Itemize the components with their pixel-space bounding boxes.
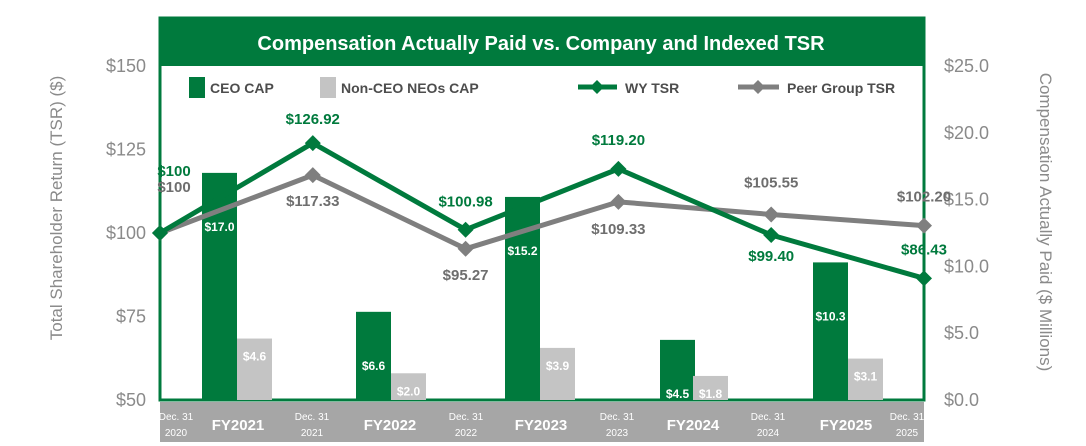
ceo-cap-value-label: $10.3	[815, 309, 845, 323]
y-right-axis-title: Compensation Actually Paid ($ Millions)	[1036, 73, 1055, 372]
legend: CEO CAP Non-CEO NEOs CAP WY TSR Peer Gro…	[189, 77, 895, 98]
wy-tsr-value-label: $86.43	[901, 241, 947, 258]
date-label-top: Dec. 31	[449, 412, 484, 423]
non-ceo-cap-value-label: $3.9	[546, 359, 570, 373]
wy-tsr-value-label: $126.92	[286, 111, 340, 128]
ceo-cap-bar	[813, 262, 848, 400]
wy-tsr-marker	[152, 225, 168, 241]
peer-tsr-value-label: $100	[157, 179, 190, 196]
y-right-tick-label: $15.0	[944, 190, 989, 210]
y-left-tick-label: $125	[106, 140, 146, 160]
non-ceo-cap-bar	[848, 358, 883, 400]
legend-wy-tsr-marker	[590, 80, 604, 94]
peer-tsr-value-label: $109.33	[591, 221, 645, 238]
fiscal-year-label: FY2021	[212, 417, 265, 434]
x-axis-band	[160, 402, 924, 442]
date-label-top: Dec. 31	[751, 412, 786, 423]
non-ceo-cap-bar	[391, 373, 426, 400]
non-ceo-cap-value-label: $2.0	[397, 384, 421, 398]
peer-tsr-marker	[304, 167, 321, 184]
wy-tsr-value-label: $99.40	[748, 248, 794, 265]
y-right-tick-label: $20.0	[944, 123, 989, 143]
y-left-tick-label: $50	[116, 390, 146, 410]
ceo-cap-value-label: $17.0	[204, 220, 234, 234]
peer-tsr-marker	[916, 217, 932, 234]
title-band	[159, 17, 925, 66]
wy-tsr-marker	[610, 160, 627, 177]
date-label-year: 2020	[165, 428, 188, 439]
wy-tsr-marker	[916, 270, 932, 287]
ceo-cap-bar	[356, 311, 391, 400]
legend-ceo-cap-swatch	[189, 77, 205, 98]
ceo-cap-value-label: $6.6	[362, 359, 386, 373]
fiscal-year-label: FY2024	[667, 417, 720, 434]
wy-tsr-value-label: $119.20	[592, 132, 645, 149]
wy-tsr-value-label: $100.98	[438, 194, 492, 211]
y-right-tick-label: $25.0	[944, 56, 989, 76]
legend-non-ceo-cap-label: Non-CEO NEOs CAP	[341, 80, 479, 96]
ceo-cap-bar	[660, 339, 695, 400]
fiscal-year-label: FY2025	[820, 417, 873, 434]
y-left-ticks: $50 $75 $100 $125 $150	[106, 56, 146, 410]
bars-layer	[202, 172, 883, 400]
peer-tsr-value-label: $117.33	[286, 193, 339, 210]
peer-tsr-marker	[457, 240, 474, 257]
plot-frame	[158, 16, 926, 402]
x-axis-labels: Dec. 31 2020 Dec. 31 2021 Dec. 31 2022 Dec. 31…	[159, 412, 925, 439]
non-ceo-cap-value-label: $1.8	[699, 387, 723, 401]
y-right-tick-label: $5.0	[944, 323, 979, 343]
y-left-tick-label: $75	[116, 307, 146, 327]
y-right-ticks: $0.0 $5.0 $10.0 $15.0 $20.0 $25.0	[944, 56, 989, 410]
date-label-year: 2025	[896, 428, 919, 439]
wy-tsr-marker	[457, 221, 474, 238]
peer-tsr-marker	[610, 193, 627, 210]
fiscal-year-label: FY2022	[364, 417, 417, 434]
date-label-top: Dec. 31	[890, 412, 925, 423]
non-ceo-cap-bar	[540, 347, 575, 400]
lines-layer	[152, 135, 932, 287]
date-label-top: Dec. 31	[600, 412, 635, 423]
non-ceo-cap-value-label: $3.1	[854, 370, 878, 384]
peer-tsr-value-label: $102.20	[897, 189, 951, 206]
wy-tsr-line	[158, 140, 925, 281]
date-label-top: Dec. 31	[295, 412, 330, 423]
legend-ceo-cap-label: CEO CAP	[210, 80, 274, 96]
date-label-year: 2022	[455, 428, 478, 439]
ceo-cap-value-label: $15.2	[507, 244, 537, 258]
y-left-tick-label: $150	[106, 56, 146, 76]
y-left-axis-title: Total Shareholder Return (TSR) ($)	[47, 76, 66, 341]
legend-non-ceo-cap-swatch	[320, 77, 336, 98]
y-left-tick-label: $100	[106, 223, 146, 243]
peer-tsr-value-label: $105.55	[744, 174, 798, 191]
peer-tsr-line	[159, 172, 925, 252]
wy-tsr-marker	[763, 227, 780, 244]
legend-peer-tsr-marker	[751, 80, 765, 94]
y-right-tick-label: $10.0	[944, 256, 989, 276]
wy-tsr-value-label: $100	[157, 163, 190, 180]
non-ceo-cap-bar	[237, 338, 272, 400]
date-label-top: Dec. 31	[159, 412, 194, 423]
ceo-cap-value-label: $4.5	[666, 387, 690, 401]
peer-tsr-value-label: $95.27	[443, 267, 489, 284]
date-label-year: 2021	[301, 428, 324, 439]
legend-peer-tsr-label: Peer Group TSR	[787, 80, 895, 96]
peer-tsr-marker	[763, 206, 780, 223]
date-label-year: 2024	[757, 428, 780, 439]
fiscal-year-label: FY2023	[515, 417, 568, 434]
y-right-tick-label: $0.0	[944, 390, 979, 410]
wy-tsr-marker	[304, 135, 321, 152]
chart-title: Compensation Actually Paid vs. Company a…	[257, 33, 825, 55]
non-ceo-cap-value-label: $4.6	[243, 350, 267, 364]
legend-wy-tsr-label: WY TSR	[625, 80, 679, 96]
non-ceo-cap-bar	[693, 375, 728, 400]
date-label-year: 2023	[606, 428, 629, 439]
data-labels-layer: $17.0 $6.6 $15.2 $4.5 $10.3 $4.6 $2.0 $3.9 $1.8 $…	[157, 111, 951, 401]
